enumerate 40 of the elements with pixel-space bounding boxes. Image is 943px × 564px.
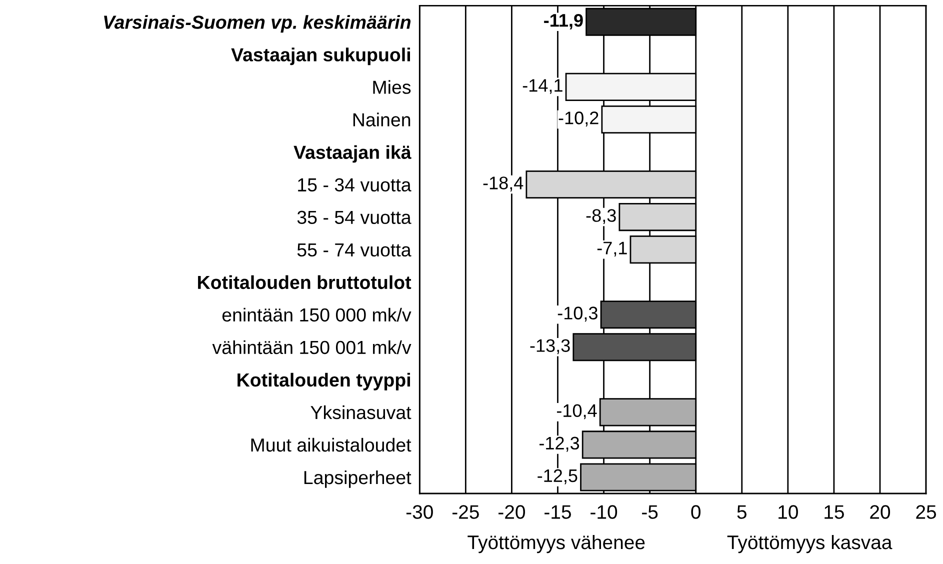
text: Työttömyys kasvaa	[727, 534, 892, 554]
x-tick-label: 5	[737, 505, 746, 519]
y-tick-label: 15 - 34 vuotta	[298, 178, 412, 192]
x-tick-label: -25	[452, 505, 479, 519]
y-tick-label: enintään 150 000 mk/v	[222, 308, 412, 322]
data-label: -10,4	[556, 404, 597, 420]
x-tick-label: 15	[824, 505, 844, 519]
data-label: -13,3	[530, 339, 570, 354]
data-label: -7,1	[597, 242, 627, 257]
y-tick-label: Vastaajan ikä	[294, 145, 412, 163]
y-tick-label: 35 - 54 vuotta	[297, 210, 412, 224]
x-tick-label: 25	[916, 505, 936, 519]
x-tick-label: -15	[544, 505, 571, 519]
x-tick-label: -20	[498, 505, 525, 519]
data-label: -12,3	[539, 436, 580, 452]
y-tick-label: 55 - 74 vuotta	[297, 243, 412, 257]
y-tick-label: Vastaajan sukupuoli	[231, 48, 410, 66]
y-tick-label: Kotitalouden tyyppi	[238, 372, 410, 390]
data-label: -8,3	[586, 209, 616, 224]
y-tick-label: Varsinais-Suomen vp. keskimäärin	[104, 15, 411, 33]
data-label: -18,4	[483, 176, 524, 192]
y-tick-label: vähintään 150 001 mk/v	[212, 340, 412, 354]
y-tick-label: Mies	[373, 80, 411, 94]
x-tick-label: 10	[778, 505, 798, 519]
x-tick-label: 20	[870, 505, 890, 519]
data-label: -10,2	[558, 112, 598, 126]
text: Työttömyys vähenee	[468, 534, 645, 554]
x-tick-label: 0	[691, 505, 700, 519]
data-label: -10,3	[558, 306, 598, 322]
data-label: -14,1	[522, 79, 562, 94]
y-tick-label: Nainen	[353, 112, 410, 126]
y-tick-label: Yksinasuvat	[310, 405, 412, 420]
x-tick-label: -10	[590, 505, 618, 519]
data-label: -12,5	[538, 469, 578, 484]
y-tick-label: Lapsiperheet	[304, 470, 412, 488]
x-tick-label: -5	[642, 505, 658, 519]
y-tick-label: Muut aikuistaloudet	[251, 438, 412, 452]
data-label: -11,9	[544, 14, 583, 30]
x-tick-label: -30	[406, 505, 433, 519]
y-tick-label: Kotitalouden bruttotulot	[198, 275, 412, 290]
